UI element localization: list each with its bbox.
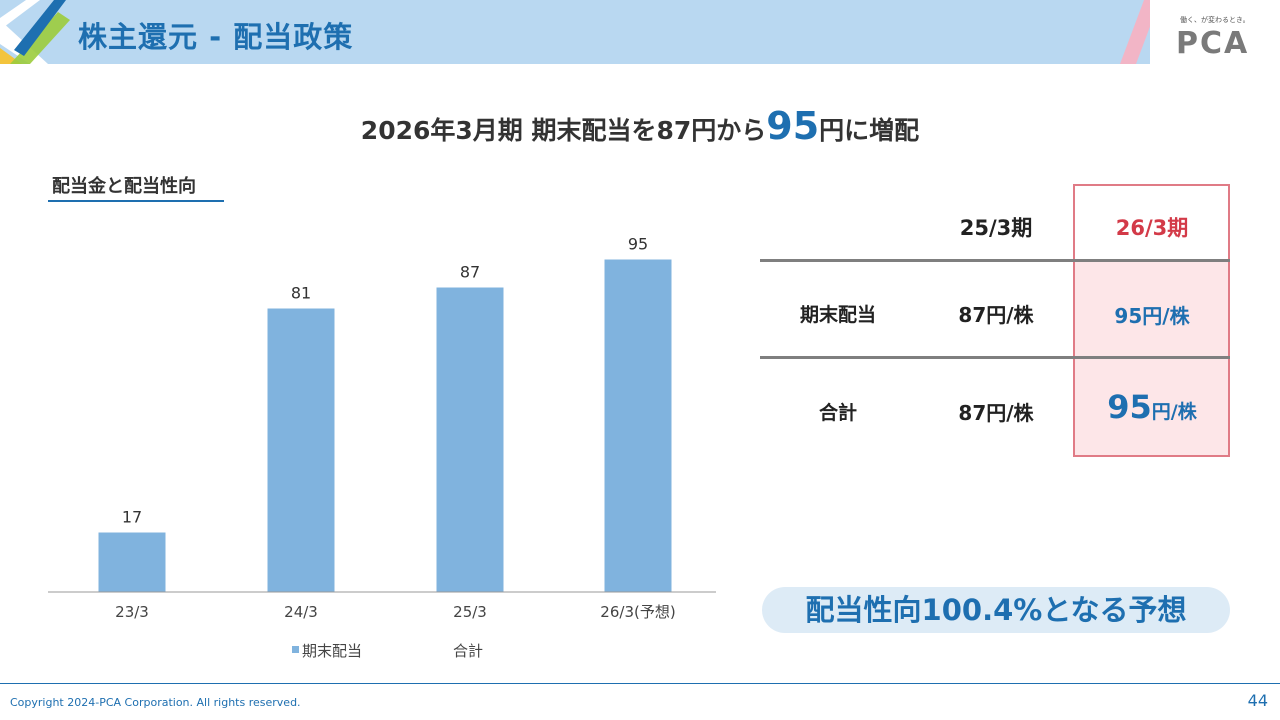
bar-23/3 [98,532,166,592]
headline-highlight: 95 [766,104,820,148]
table-cell-curr-number: 95 [1114,304,1143,328]
table-cell-prev: 87円/株 [958,401,1034,425]
bar-24/3 [267,308,335,592]
legend-label: 期末配当 [302,642,362,660]
data-label: 81 [291,284,311,303]
data-label: 87 [460,263,480,282]
table-cell-curr: 95円/株 [1074,300,1230,329]
table-cell-curr-unit: 円/株 [1151,401,1197,423]
dividend-bar-chart: 17 23/3 81 24/3 87 25/3 95 26/3(予想) 期末配当 合計 [48,235,716,660]
table-cell-curr-unit: 円/株 [1142,304,1190,328]
x-tick-label: 24/3 [284,603,318,621]
bar-26/3(予想) [604,259,672,592]
legend-swatch [292,646,299,653]
chart-title: 配当金と配当性向 [52,176,196,197]
table-header-prev: 25/3期 [959,216,1033,240]
table-row-label: 合計 [818,402,857,424]
logo-tagline: 働く、が変わるとき。 [1180,16,1250,24]
x-tick-label: 25/3 [453,603,487,621]
x-tick-label: 26/3(予想) [600,603,675,621]
page-title: 株主還元 - 配当政策 [78,20,354,54]
table-row-label: 期末配当 [799,304,876,326]
highlight-column-header-bg [1075,186,1228,262]
corner-stripes-decoration [0,0,70,64]
footer-divider [0,683,1280,684]
page-number: 44 [1247,691,1268,710]
table-header-curr: 26/3期 [1115,216,1189,240]
data-label: 95 [628,235,648,254]
x-tick-label: 23/3 [115,603,149,621]
table-cell-curr-total: 95円/株 [1074,388,1230,426]
headline: 2026年3月期 期末配当を87円から95円に増配 [0,104,1280,148]
legend-label: 合計 [453,642,483,660]
pca-logo: PCA [1176,26,1250,61]
highlight-column [1073,184,1230,457]
payout-ratio-badge: 配当性向100.4%となる予想 [762,587,1230,633]
bar-25/3 [436,287,504,592]
headline-prefix: 2026年3月期 期末配当を87円から [360,116,767,145]
chart-title-underline [48,200,224,202]
table-cell-prev: 87円/株 [958,303,1034,327]
table-divider [760,356,1230,359]
copyright: Copyright 2024-PCA Corporation. All righ… [10,696,301,709]
table-divider [760,259,1230,262]
data-label: 17 [122,508,142,527]
table-cell-curr-number: 95 [1107,388,1152,426]
logo-area [1150,0,1280,64]
header-bar: 株主還元 - 配当政策 働く、が変わるとき。 PCA [0,0,1280,64]
headline-suffix: 円に増配 [819,116,920,145]
